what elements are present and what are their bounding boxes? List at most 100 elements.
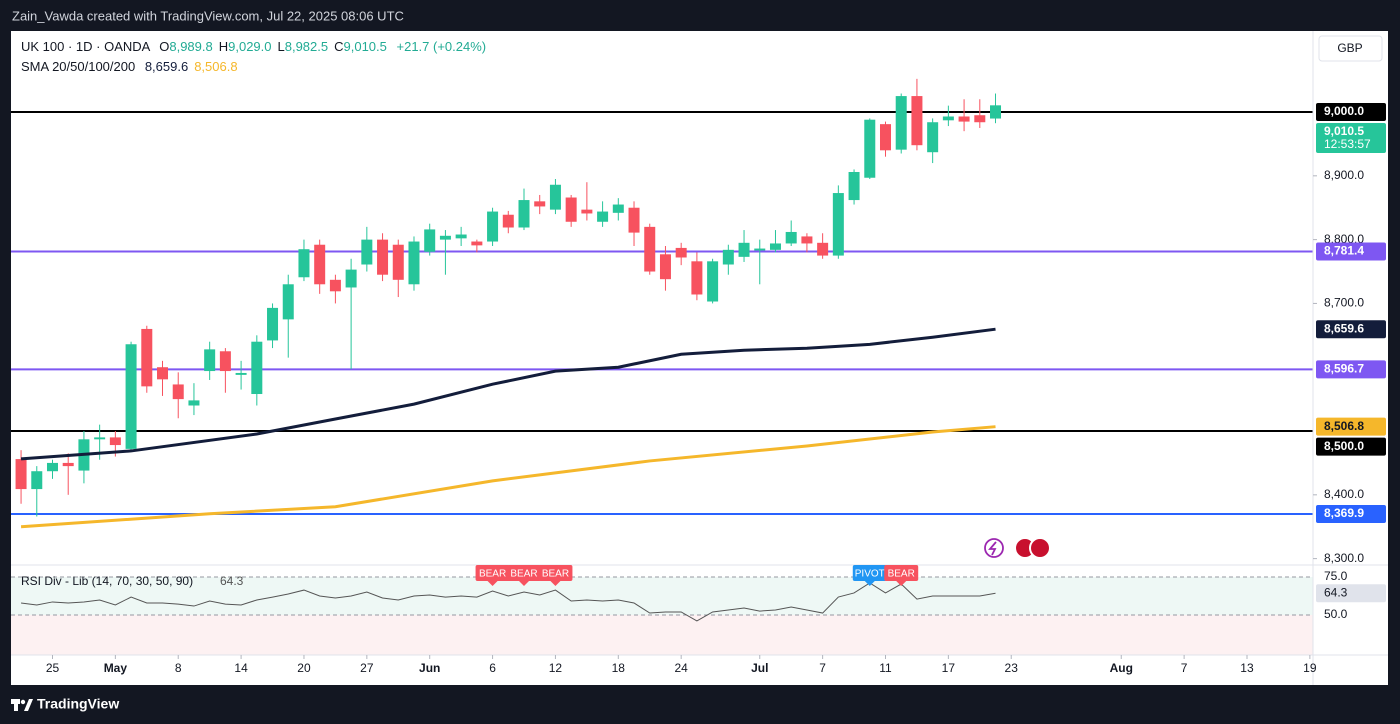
x-tick-label: Aug [1110, 661, 1133, 675]
x-tick-label: 17 [942, 661, 956, 675]
candle-body [282, 284, 294, 320]
candle-body [219, 351, 231, 372]
candle-body [267, 307, 279, 341]
candle-body [990, 105, 1002, 119]
candle-body [172, 384, 184, 400]
candle-body [204, 349, 216, 372]
candle-body [581, 209, 593, 214]
ohlc-legend: O8,989.8 H9,029.0 L8,982.5 C9,010.5 [153, 39, 393, 54]
candle-body [424, 229, 436, 252]
ohlc-key: H [218, 39, 229, 54]
signal-pointer [487, 581, 498, 586]
price-label: 9,010.5 [1324, 124, 1364, 138]
ohlc-key: C [334, 39, 344, 54]
candle-body [659, 254, 671, 280]
candle-body [392, 244, 404, 280]
price-label: 12:53:57 [1324, 137, 1371, 151]
signal-label: BEAR [542, 569, 569, 580]
icon [1029, 537, 1051, 559]
x-tick-label: 8 [175, 661, 182, 675]
candle-body [832, 193, 844, 256]
signal-label: BEAR [510, 569, 537, 580]
x-tick-label: 27 [360, 661, 374, 675]
candle-body [455, 234, 467, 239]
price-label: 8,506.8 [1324, 419, 1364, 433]
candle-body [707, 261, 719, 302]
price-label: 8,781.4 [1324, 244, 1364, 258]
sma-line [20, 327, 996, 461]
candle-body [125, 344, 137, 449]
currency-box [1318, 35, 1383, 62]
candle-body [31, 471, 43, 490]
x-tick-label: 20 [297, 661, 311, 675]
x-tick-label: 7 [819, 661, 826, 675]
candle-body [785, 231, 797, 244]
candle-body [62, 462, 74, 467]
candle-body [942, 116, 954, 121]
candle-body [439, 235, 451, 240]
change: +21.7 (+0.24%) [396, 39, 487, 54]
ohlc-value: 9,010.5 [343, 39, 387, 54]
price-label: 9,000.0 [1324, 104, 1364, 118]
candle-body [817, 242, 829, 256]
ohlc-key: L [277, 39, 285, 54]
candle-body [644, 226, 656, 272]
rsi-band-low [11, 615, 1313, 655]
candle-body [879, 124, 891, 151]
sma-value: 8,506.8 [194, 59, 238, 74]
x-tick-label: 18 [612, 661, 626, 675]
candle-body [565, 197, 577, 222]
candle-body [109, 437, 121, 446]
signal-box [538, 565, 573, 581]
candle-body [157, 367, 169, 380]
logo-part [20, 699, 26, 705]
candle-body [911, 96, 923, 146]
logo-part [14, 699, 18, 711]
rsi-legend-value: 64.3 [220, 574, 244, 588]
footer-logo [11, 699, 33, 711]
y-tick-label: 8,700.0 [1324, 296, 1364, 310]
footer-brand: TradingView [37, 696, 119, 712]
candle-body [597, 211, 609, 222]
signal-pointer [550, 581, 561, 586]
candle-body [958, 116, 970, 122]
ohlc-key: O [159, 39, 170, 54]
candle-body [754, 248, 766, 251]
rsi-band [11, 577, 1313, 616]
signal-box [884, 565, 919, 581]
price-label: 8,659.6 [1324, 321, 1364, 335]
y-tick-label: 8,900.0 [1324, 168, 1364, 182]
candle-body [94, 437, 106, 440]
rsi-value-label: 64.3 [1324, 585, 1348, 599]
logo-part [24, 699, 33, 711]
candle-body [298, 249, 310, 278]
candle-body [15, 459, 27, 490]
x-tick-label: 19 [1303, 661, 1317, 675]
price-label-box [1316, 360, 1386, 379]
signal-label: BEAR [888, 569, 915, 580]
price-label-box [1316, 123, 1386, 154]
x-tick-label: 14 [234, 661, 248, 675]
x-tick-label: Jun [419, 661, 440, 675]
rsi-value-box [1316, 584, 1386, 603]
ohlc-value: 9,029.0 [228, 39, 272, 54]
signal-box [852, 565, 887, 581]
sma-line [20, 425, 996, 529]
sma-values: 8,659.6 8,506.8 [139, 59, 238, 74]
currency: GBP [1337, 41, 1362, 55]
price-label-box [1316, 437, 1386, 456]
candle-body [46, 462, 58, 472]
candle-body [361, 239, 373, 265]
y-tick-label: 8,800.0 [1324, 232, 1364, 246]
icon [984, 538, 1004, 558]
x-tick-label: 7 [1181, 661, 1188, 675]
candle-body [864, 119, 876, 178]
candle-body [188, 400, 200, 406]
candle-body [235, 372, 247, 375]
signal-pointer [519, 581, 530, 586]
rsi-pane [11, 576, 1313, 655]
signal-pointer [896, 581, 907, 586]
candle-body [251, 341, 263, 395]
candle-body [801, 236, 813, 244]
